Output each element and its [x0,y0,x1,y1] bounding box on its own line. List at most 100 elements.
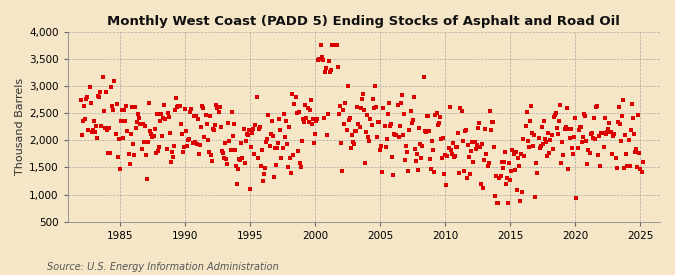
Point [210,123,221,128]
Point [460,129,470,133]
Point [529,133,539,137]
Title: Monthly West Coast (PADD 5) Ending Stocks of Asphalt and Road Oil: Monthly West Coast (PADD 5) Ending Stock… [107,15,620,28]
Point [443,146,454,150]
Point [535,144,546,148]
Point [244,128,254,132]
Point [340,101,351,105]
Point [259,172,269,176]
Point [126,105,137,109]
Point [319,70,330,74]
Point [358,108,369,112]
Point [628,116,639,120]
Point [614,105,624,109]
Point [428,148,439,152]
Point [254,124,265,129]
Point [453,131,464,136]
Point [196,125,207,129]
Point [240,139,251,143]
Point [591,104,601,109]
Point [478,185,489,190]
Point [599,116,610,120]
Point [612,166,622,170]
Point [356,97,367,101]
Point [174,104,185,109]
Point [330,43,341,48]
Point [348,140,358,144]
Point [115,119,126,123]
Point [341,128,352,133]
Point [327,43,338,48]
Point [494,176,505,180]
Point [592,104,603,109]
Point [206,153,217,158]
Point [126,131,136,136]
Point [131,126,142,130]
Point [132,120,142,125]
Point [279,134,290,139]
Point [485,128,496,132]
Point [539,136,550,141]
Point [137,121,148,126]
Point [280,119,291,123]
Point [466,149,477,153]
Point [104,126,115,131]
Point [328,43,339,48]
Point [618,98,628,103]
Point [637,160,648,164]
Point [440,153,451,158]
Point [83,127,94,132]
Point [184,137,194,141]
Point [383,101,394,105]
Point [429,169,440,174]
Point [107,104,117,109]
Point [522,139,533,144]
Point [201,122,212,126]
Point [176,131,187,136]
Point [263,113,274,117]
Point [197,104,208,108]
Point [153,144,164,149]
Point [323,112,333,116]
Point [209,128,219,132]
Point [560,125,571,130]
Point [366,123,377,127]
Point [226,109,237,114]
Point [251,95,262,100]
Point [324,59,335,63]
Point [492,200,503,205]
Point [400,157,410,162]
Point [101,90,111,94]
Point [543,131,554,135]
Point [462,142,473,147]
Point [524,119,535,123]
Point [147,134,158,139]
Point [87,128,98,133]
Point [217,150,228,155]
Point [493,200,504,205]
Point [82,95,92,99]
Point [365,117,376,121]
Point [451,144,462,149]
Point [487,119,498,124]
Point [376,143,387,148]
Point [471,143,482,148]
Point [487,120,497,125]
Point [364,139,375,143]
Point [122,129,133,133]
Point [310,119,321,123]
Point [521,110,532,114]
Point [121,104,132,108]
Point [182,144,192,148]
Point [287,92,298,96]
Point [587,135,598,140]
Point [346,146,356,151]
Point [214,105,225,110]
Point [620,133,630,137]
Point [601,130,612,134]
Point [470,147,481,151]
Point [452,144,462,149]
Point [85,101,96,105]
Point [289,102,300,107]
Point [284,125,294,129]
Point [255,164,266,168]
